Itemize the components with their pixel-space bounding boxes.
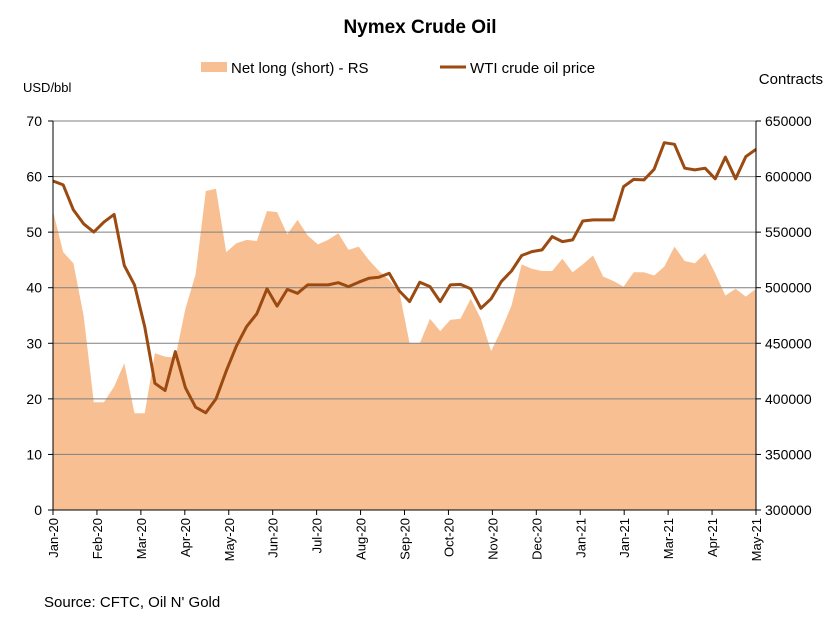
x-tick-label: Mar-21 — [661, 518, 676, 559]
legend-label-net-long: Net long (short) - RS — [231, 60, 369, 77]
wti-price-line — [52, 141, 757, 415]
right-axis-unit: Contracts — [759, 71, 823, 88]
left-tick-label: 40 — [26, 280, 42, 296]
right-tick-label: 400000 — [765, 391, 812, 407]
x-tick-label: Apr-20 — [178, 518, 193, 557]
x-tick-label: May-20 — [222, 518, 237, 561]
x-tick-label: Dec-20 — [529, 518, 544, 560]
chart-title: Nymex Crude Oil — [343, 17, 496, 38]
left-tick-label: 10 — [26, 446, 42, 462]
left-tick-label: 60 — [26, 169, 42, 185]
x-tick-label: Sep-20 — [398, 518, 413, 560]
x-tick-label: Aug-20 — [354, 518, 369, 560]
x-tick-label: Jan-21 — [573, 518, 588, 558]
x-tick-label: Jan-20 — [46, 518, 61, 558]
x-tick-label: Apr-21 — [705, 518, 720, 557]
legend-label-wti: WTI crude oil price — [470, 60, 595, 77]
plot-area — [52, 120, 757, 511]
left-tick-label: 0 — [34, 502, 42, 518]
net-long-area — [53, 188, 756, 511]
axes: 0 10 20 30 40 50 60 70 300000 350000 400000 450000 5… — [26, 113, 812, 561]
left-tick-label: 50 — [26, 224, 42, 240]
right-tick-label: 600000 — [765, 169, 812, 185]
x-tick-label: Oct-20 — [441, 518, 456, 557]
right-tick-label: 500000 — [765, 280, 812, 296]
right-tick-label: 300000 — [765, 502, 812, 518]
x-tick-label: Feb-20 — [90, 518, 105, 559]
x-tick-label: Jan-21 — [617, 518, 632, 558]
x-tick-label: Jun-20 — [266, 518, 281, 558]
left-tick-label: 30 — [26, 335, 42, 351]
source-note: Source: CFTC, Oil N' Gold — [44, 594, 220, 611]
left-axis-unit: USD/bbl — [23, 80, 72, 95]
x-tick-label: May-21 — [749, 518, 764, 561]
x-tick-label: Jul-20 — [310, 518, 325, 553]
x-tick-label: Nov-20 — [485, 518, 500, 560]
left-tick-label: 20 — [26, 391, 42, 407]
right-tick-label: 550000 — [765, 224, 812, 240]
right-tick-label: 350000 — [765, 446, 812, 462]
right-tick-label: 450000 — [765, 335, 812, 351]
left-tick-label: 70 — [26, 113, 42, 129]
legend-swatch-net-long — [201, 62, 227, 72]
right-tick-label: 650000 — [765, 113, 812, 129]
x-tick-label: Mar-20 — [134, 518, 149, 559]
